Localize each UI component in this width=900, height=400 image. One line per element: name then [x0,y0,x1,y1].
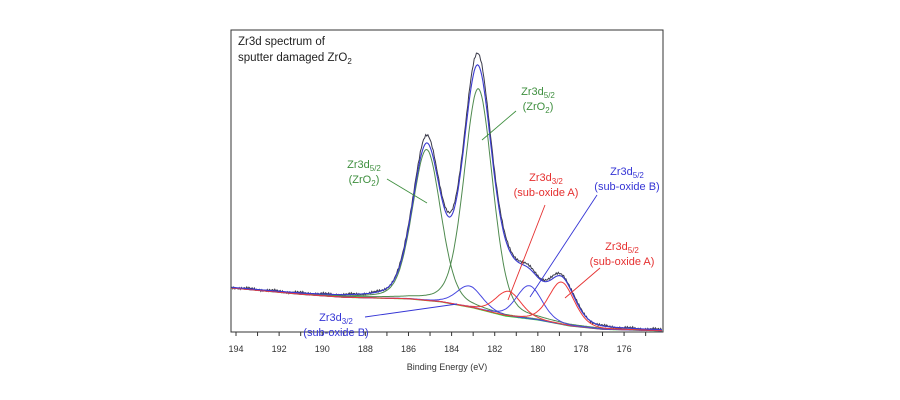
annotation-3: Zr3d5/2(sub-oxide B) [529,166,660,298]
annotation-0: Zr3d5/2(ZrO2) [481,86,555,141]
annotation-line2: (sub-oxide B) [594,181,659,193]
annotation-line1: Zr3d3/2 [319,312,353,326]
annotation-sub: 5/2 [633,171,645,180]
annotation-l2: (sub-oxide B) [303,327,368,339]
annotation-sub: 5/2 [628,246,640,255]
x-tick-label: 190 [315,344,330,354]
leader-line [529,194,598,298]
annotation-main: Zr3d [521,86,544,98]
chart-title-line2: sputter damaged ZrO2 [238,52,352,66]
annotation-l2: (sub-oxide A) [514,187,579,199]
annotation-line1: Zr3d3/2 [529,172,563,186]
component-subA-3d52 [231,281,662,331]
annotation-sub: 3/2 [342,317,354,326]
annotation-main: Zr3d [610,166,633,178]
annotation-5: Zr3d3/2(sub-oxide B) [303,303,458,339]
annotation-line1: Zr3d5/2 [610,166,644,180]
leader-line [386,178,428,204]
leader-line [481,110,517,141]
envelope-fit [231,64,662,331]
leader-line [507,204,546,301]
leader-line [564,267,601,299]
curves [231,52,663,332]
annotation-line2: (sub-oxide A) [514,187,579,199]
annotation-main: Zr3d [319,312,342,324]
annotation-l2: (sub-oxide A) [590,256,655,268]
annotation-sub: 5/2 [544,91,556,100]
annotation-line2: (sub-oxide B) [303,327,368,339]
annotation-sub: 5/2 [370,164,382,173]
annotation-line2: (sub-oxide A) [590,256,655,268]
annotation-main: Zr3d [347,159,370,171]
plot-frame [230,29,664,333]
annotation-sub: 3/2 [552,177,564,186]
annotation-line1: Zr3d5/2 [521,86,555,100]
annotation-l2-end: ) [376,174,380,186]
x-tick-label: 184 [444,344,459,354]
title-sub: 2 [347,57,352,66]
annotations: Zr3d5/2(ZrO2)Zr3d5/2(ZrO2) Zr3d3/2(sub-ox… [303,86,659,339]
x-tick-label: 180 [530,344,545,354]
title-main: sputter damaged ZrO [238,52,347,64]
annotation-main: Zr3d [529,172,552,184]
annotation-line2: (ZrO2) [349,174,380,188]
annotation-l2: (sub-oxide B) [594,181,659,193]
annotation-2: Zr3d3/2(sub-oxide A) [507,172,579,301]
annotation-1: Zr3d5/2(ZrO2) [347,159,428,204]
x-tick-label: 194 [228,344,243,354]
annotation-line2: (ZrO2) [523,101,554,115]
x-tick-label: 178 [573,344,588,354]
annotation-line1: Zr3d5/2 [605,241,639,255]
x-tick-label: 192 [272,344,287,354]
annotation-l2-sub: 2 [371,179,376,188]
annotation-line1: Zr3d5/2 [347,159,381,173]
chart-title-line1: Zr3d spectrum of [238,36,326,48]
annotation-l2: (ZrO [349,174,372,186]
annotation-l2: (ZrO [523,101,546,113]
annotation-4: Zr3d5/2(sub-oxide A) [564,241,655,299]
x-tick-label: 186 [401,344,416,354]
x-axis: 194 192 190 188 186 184 182 180 178 176 [228,332,647,354]
x-axis-title: Binding Energy (eV) [407,362,488,372]
annotation-main: Zr3d [605,241,628,253]
annotation-l2-sub: 2 [545,106,550,115]
x-tick-label: 176 [617,344,632,354]
leader-line [364,303,458,318]
x-tick-label: 188 [358,344,373,354]
x-tick-label: 182 [487,344,502,354]
annotation-l2-end: ) [550,101,554,113]
